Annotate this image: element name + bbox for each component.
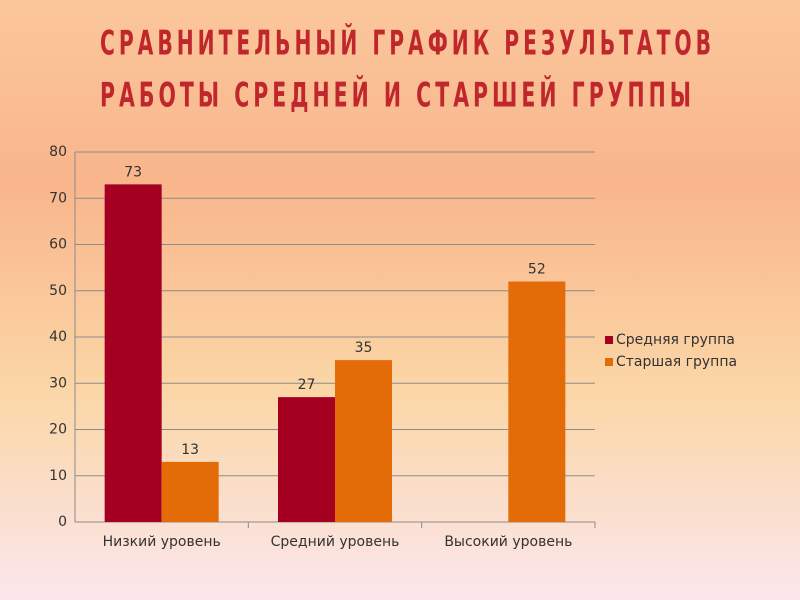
value-label: 27 <box>298 377 316 393</box>
legend-swatch <box>605 358 613 366</box>
bar <box>104 184 162 522</box>
x-tick-label: Высокий уровень <box>444 534 572 550</box>
value-label: 73 <box>124 164 142 180</box>
value-label: 52 <box>528 262 546 278</box>
y-tick-label: 10 <box>49 468 67 484</box>
bar <box>508 281 566 522</box>
x-tick-label: Низкий уровень <box>103 534 221 550</box>
y-tick-label: 30 <box>49 375 67 391</box>
legend-label: Старшая группа <box>616 354 737 370</box>
y-tick-label: 40 <box>49 329 67 345</box>
bar <box>335 360 392 522</box>
chart-title: РАБОТЫ СРЕДНЕЙ И СТАРШЕЙ ГРУППЫ <box>100 75 695 116</box>
bar <box>278 397 335 522</box>
value-label: 13 <box>181 442 199 458</box>
x-tick-label: Средний уровень <box>271 534 400 550</box>
y-tick-label: 20 <box>49 422 67 438</box>
y-tick-label: 0 <box>58 514 67 530</box>
legend-swatch <box>605 336 613 344</box>
value-label: 35 <box>355 340 373 356</box>
bar <box>161 461 219 522</box>
legend-label: Средняя группа <box>616 332 735 348</box>
y-tick-label: 80 <box>49 144 67 160</box>
y-tick-label: 60 <box>49 237 67 253</box>
y-tick-label: 50 <box>49 283 67 299</box>
chart-title: СРАВНИТЕЛЬНЫЙ ГРАФИК РЕЗУЛЬТАТОВ <box>100 23 715 64</box>
y-tick-label: 70 <box>49 190 67 206</box>
